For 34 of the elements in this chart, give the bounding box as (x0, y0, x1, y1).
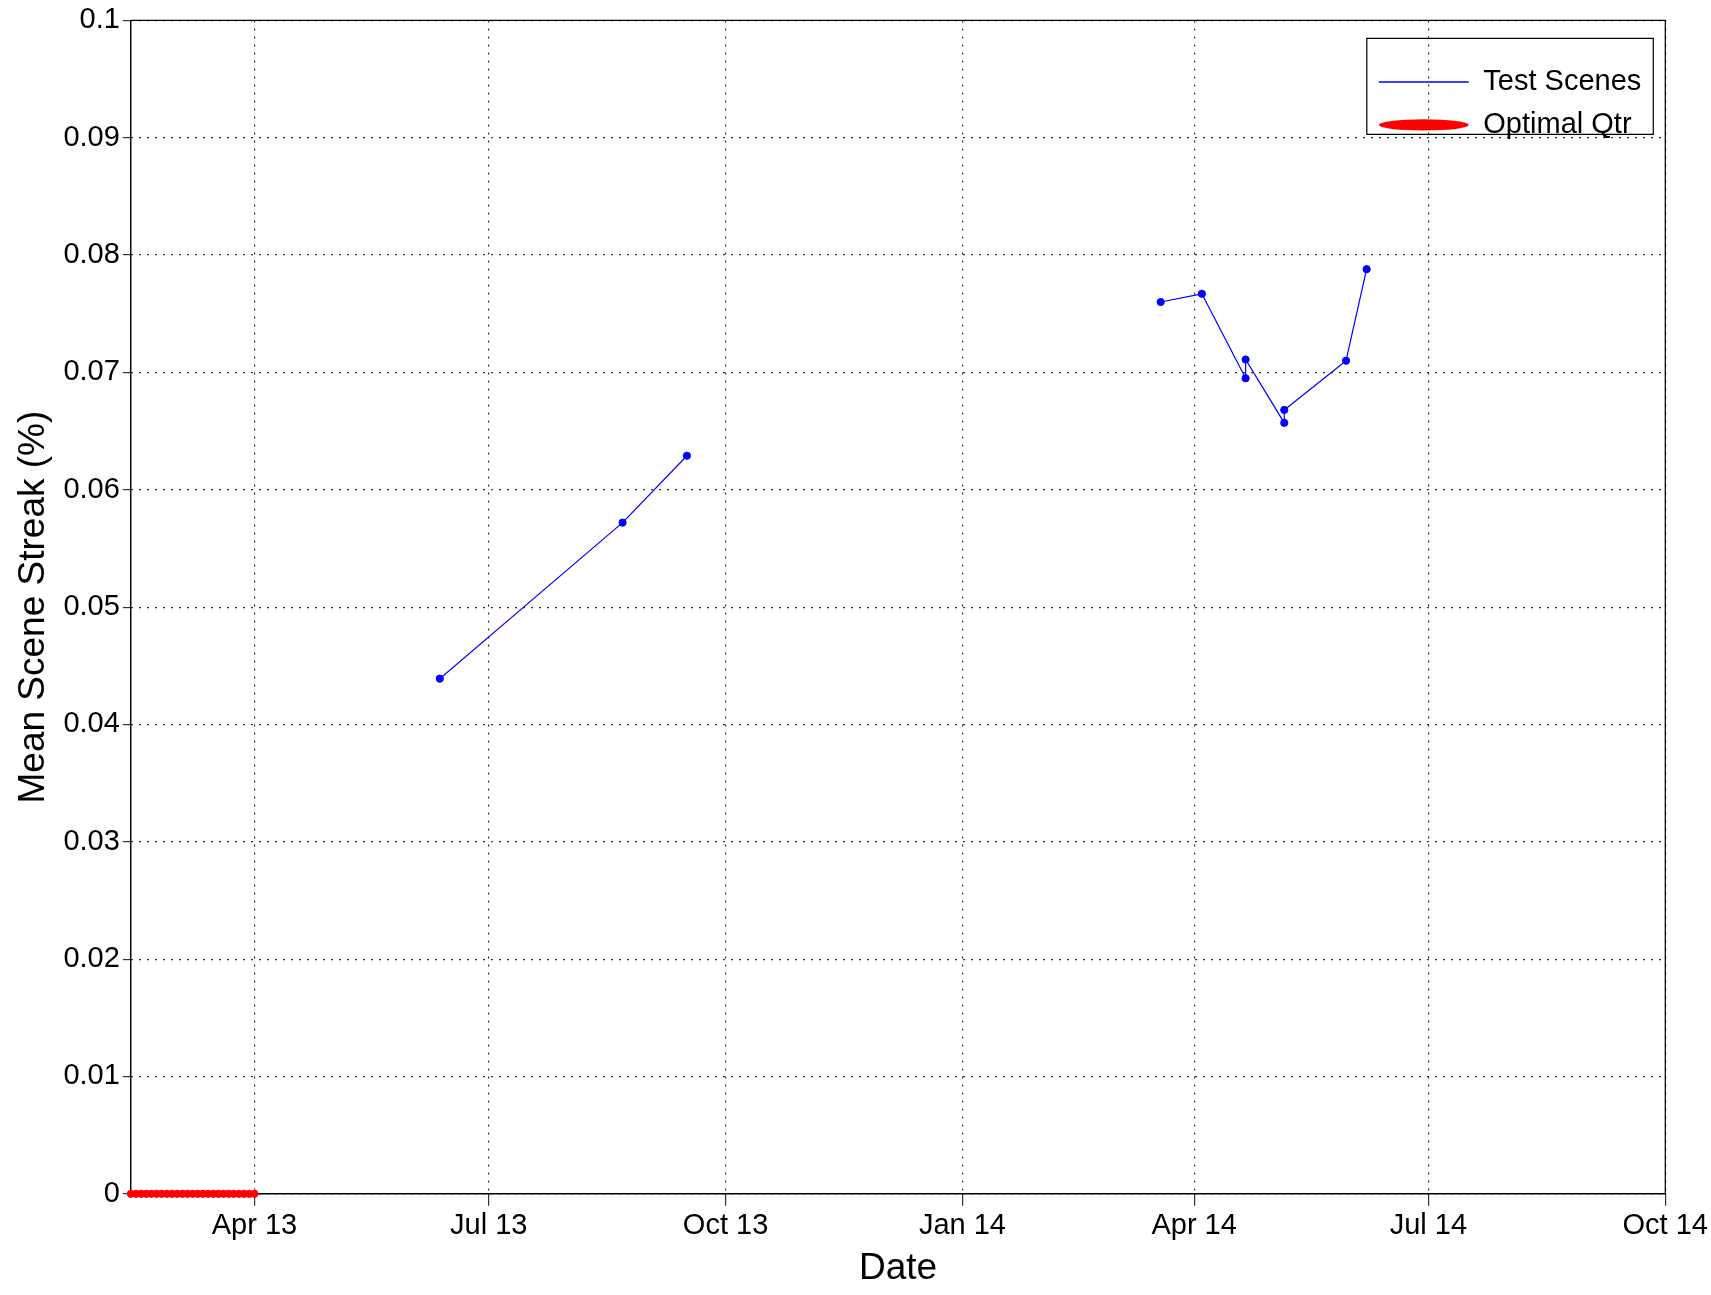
y-tick-label: 0.03 (63, 823, 120, 856)
y-tick-label: 0.05 (63, 589, 120, 622)
y-tick-label: 0.09 (63, 119, 120, 152)
y-tick-label: 0 (103, 1175, 120, 1208)
y-tick-label: 0.08 (63, 237, 120, 270)
y-tick-label: 0.1 (79, 2, 120, 35)
x-tick-label: Oct 13 (682, 1208, 769, 1241)
y-tick-label: 0.02 (63, 941, 120, 974)
point (435, 674, 444, 683)
legend-label: Test Scenes (1483, 63, 1642, 96)
point (1197, 289, 1206, 298)
x-tick-label: Jan 14 (918, 1208, 1006, 1241)
point (682, 451, 692, 460)
x-tick-label: Apr 13 (211, 1208, 298, 1241)
point (1280, 418, 1289, 427)
point (618, 518, 627, 527)
y-axis-title: Mean Scene Streak (%) (11, 410, 53, 804)
y-tick-label: 0.07 (63, 354, 120, 387)
x-axis-title: Date (858, 1246, 938, 1287)
x-tick-label: Oct 14 (1622, 1208, 1708, 1241)
point (1241, 355, 1250, 364)
point (1362, 265, 1371, 274)
y-tick-label: 0.06 (63, 471, 120, 504)
x-tick-label: Jul 14 (1389, 1208, 1468, 1241)
y-tick-label: 0.01 (63, 1058, 120, 1091)
x-tick-label: Jul 13 (450, 1208, 528, 1241)
legend-label: Optimal Qtr (1483, 106, 1632, 139)
point (250, 1189, 259, 1198)
point (1241, 374, 1250, 383)
point (1156, 297, 1165, 307)
y-tick-label: 0.04 (63, 706, 120, 739)
x-tick-label: Apr 14 (1151, 1208, 1237, 1241)
point (1280, 405, 1289, 415)
point (1341, 356, 1351, 365)
